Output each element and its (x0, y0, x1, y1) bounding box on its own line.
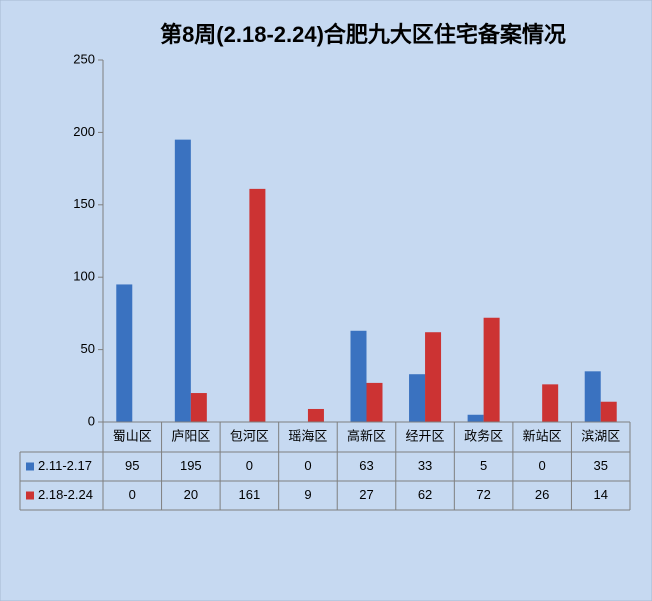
bar (425, 332, 442, 422)
table-value: 161 (239, 487, 261, 502)
table-value: 20 (184, 487, 198, 502)
table-value: 72 (476, 487, 490, 502)
chart-title: 第8周(2.18-2.24)合肥九大区住宅备案情况 (160, 22, 566, 47)
legend-label: 2.11-2.17 (38, 458, 92, 473)
y-tick-label: 200 (73, 124, 95, 139)
legend-label: 2.18-2.24 (38, 487, 93, 502)
table-value: 9 (304, 487, 311, 502)
y-tick-label: 150 (73, 196, 95, 211)
y-tick-label: 50 (81, 341, 95, 356)
bar (116, 284, 133, 422)
table-value: 0 (304, 458, 311, 473)
y-tick-label: 100 (73, 269, 95, 284)
bar (350, 330, 367, 422)
bar (409, 374, 426, 422)
bar (249, 188, 266, 422)
bar (190, 393, 207, 422)
table-value: 63 (359, 458, 373, 473)
bar (600, 401, 617, 422)
table-value: 95 (125, 458, 139, 473)
bar (483, 317, 500, 422)
table-value: 27 (359, 487, 373, 502)
table-value: 5 (480, 458, 487, 473)
x-tick-label: 蜀山区 (113, 428, 152, 443)
bar (174, 139, 191, 422)
table-value: 0 (246, 458, 253, 473)
legend-swatch (26, 462, 34, 471)
x-tick-label: 经开区 (406, 428, 445, 443)
bar (307, 408, 324, 422)
bar (366, 382, 383, 422)
x-tick-label: 政务区 (464, 428, 503, 443)
table-value: 62 (418, 487, 432, 502)
legend-swatch (26, 491, 34, 500)
table-value: 14 (593, 487, 607, 502)
x-tick-label: 高新区 (347, 428, 386, 443)
table-value: 195 (180, 458, 202, 473)
table-value: 35 (593, 458, 607, 473)
x-tick-label: 滨湖区 (581, 428, 620, 443)
x-tick-label: 包河区 (230, 428, 269, 443)
y-tick-label: 250 (73, 51, 95, 66)
x-tick-label: 瑶海区 (288, 428, 327, 443)
x-tick-label: 庐阳区 (171, 428, 210, 443)
x-tick-label: 新站区 (523, 428, 562, 443)
bar (584, 371, 601, 422)
table-value: 33 (418, 458, 432, 473)
table-value: 0 (539, 458, 546, 473)
table-value: 26 (535, 487, 549, 502)
bar (467, 414, 484, 422)
table-value: 0 (129, 487, 136, 502)
bar (542, 384, 559, 422)
y-tick-label: 0 (88, 413, 95, 428)
